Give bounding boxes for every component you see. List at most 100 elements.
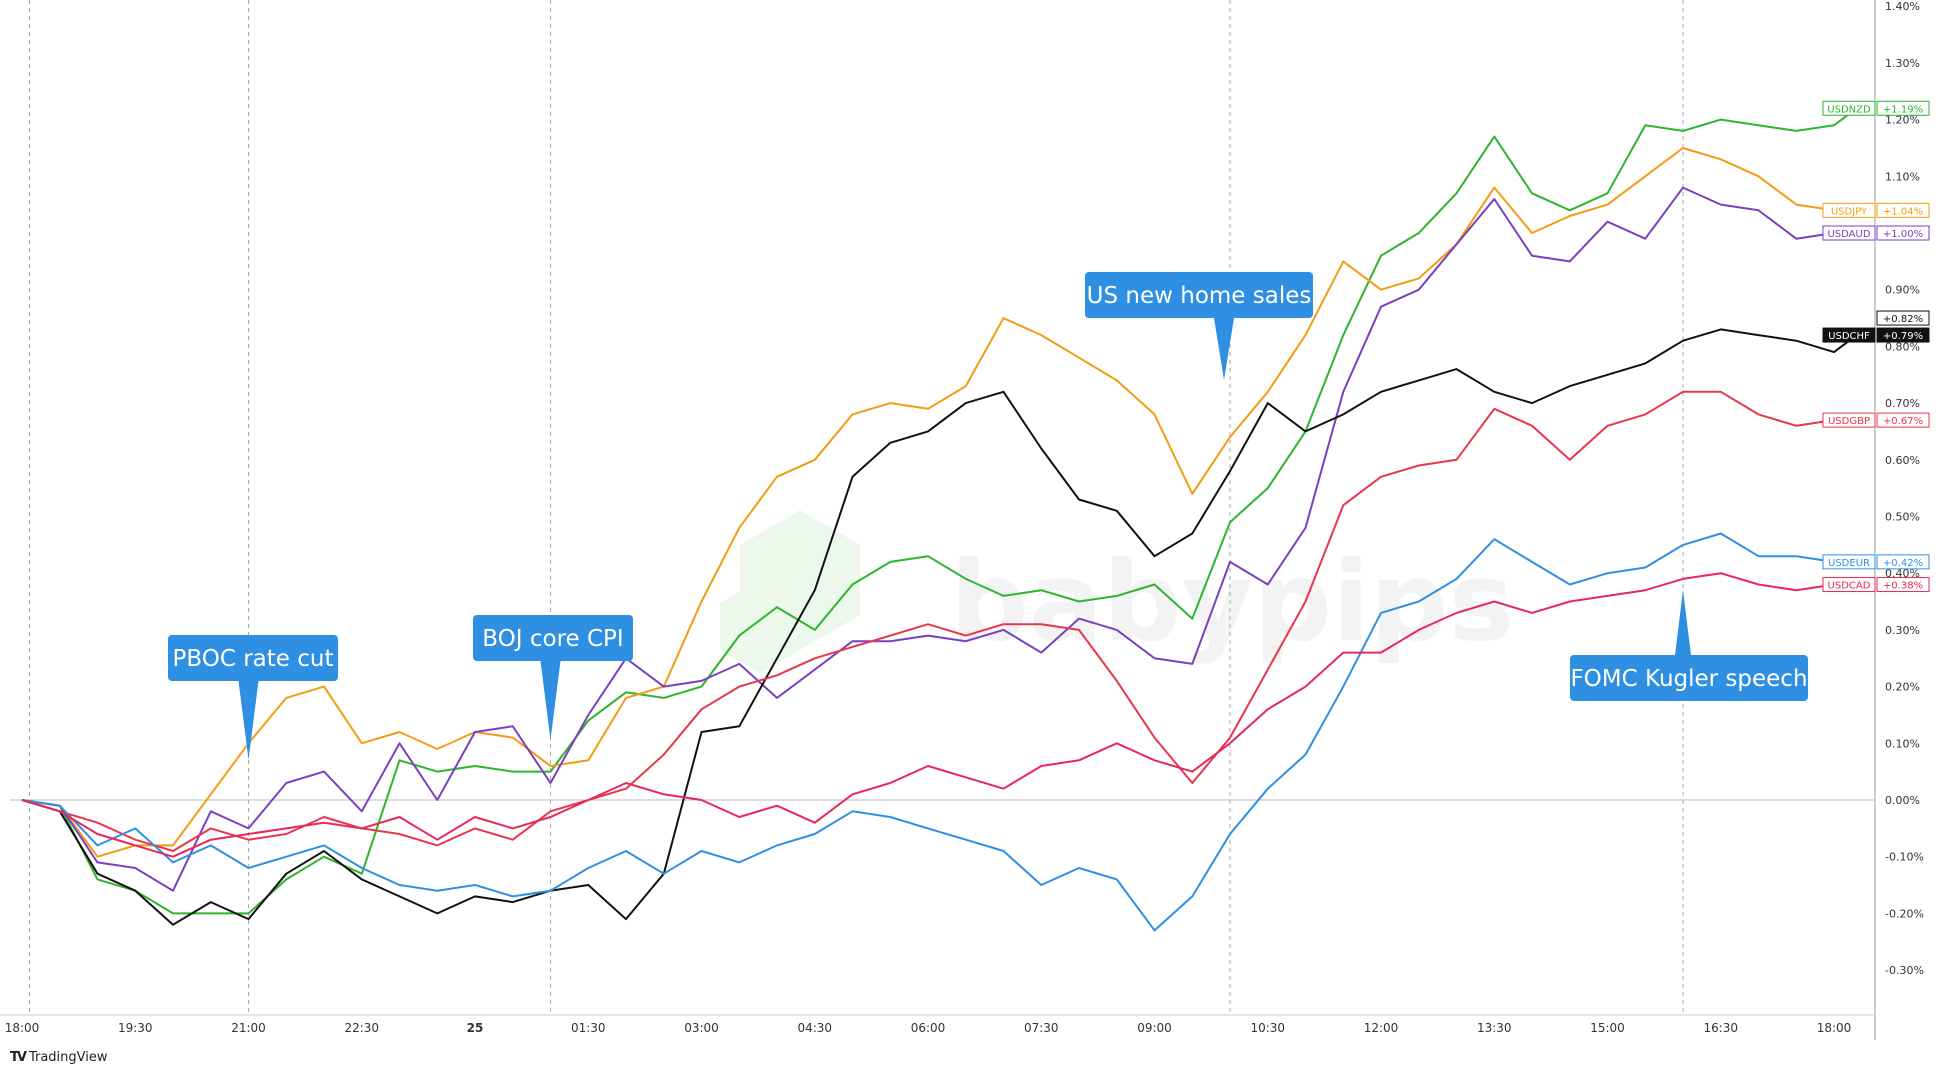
x-tick-label: 10:30 — [1250, 1021, 1285, 1035]
callout-label: FOMC Kugler speech — [1570, 666, 1807, 692]
series-tag-value-box — [1876, 100, 1930, 116]
series-tag-value: +1.19% — [1883, 104, 1923, 115]
series-line-usdeur — [21, 532, 1835, 932]
callout-box — [473, 615, 633, 661]
y-tick-label: 0.60% — [1885, 454, 1920, 467]
series-tag-usdaud: USDAUD +1.00% — [1822, 225, 1930, 241]
series-tag-value: +0.67% — [1883, 416, 1923, 427]
series-tag-value-box — [1876, 577, 1930, 593]
callout-label: BOJ core CPI — [482, 626, 623, 652]
series-tag-usdeur: USDEUR +0.42% — [1822, 554, 1930, 570]
series-tag-value: +0.79% — [1883, 331, 1923, 342]
callout-label: US new home sales — [1087, 283, 1312, 309]
series-tag-price-box — [1876, 310, 1930, 326]
y-tick-label: 0.40% — [1885, 567, 1920, 580]
x-tick-label: 12:00 — [1364, 1021, 1399, 1035]
series-tag-value-box — [1876, 412, 1930, 428]
series-tag-value: +1.00% — [1883, 229, 1923, 240]
series-tag-usdchf: USDCHF +0.79% +0.82% — [1822, 310, 1930, 343]
x-tick-label: 18:00 — [1817, 1021, 1852, 1035]
x-tick-label: 16:30 — [1703, 1021, 1738, 1035]
x-tick-label: 03:00 — [684, 1021, 719, 1035]
x-tick-label: 19:30 — [118, 1021, 153, 1035]
series-line-usdnzd — [21, 107, 1858, 915]
y-tick-label: -0.30% — [1885, 964, 1924, 977]
series-tag-usdcad: USDCAD +0.38% — [1822, 577, 1930, 593]
series-tag-name: USDNZD — [1827, 104, 1871, 115]
series-line-usdcad — [21, 572, 1835, 858]
series-tag-value-box — [1876, 327, 1930, 343]
series-tag-usdnzd: USDNZD +1.19% — [1822, 100, 1930, 116]
series-line-usdjpy — [21, 147, 1835, 858]
series-tag-name-box — [1822, 100, 1876, 116]
callout-pboc-rate-cut: PBOC rate cut — [168, 635, 338, 760]
series-line-usdchf — [21, 328, 1858, 926]
y-tick-label: 0.50% — [1885, 511, 1920, 524]
series-tag-name-box — [1822, 202, 1876, 218]
y-tick-label: 0.70% — [1885, 397, 1920, 410]
y-tick-label: -0.20% — [1885, 907, 1924, 920]
series-tag-usdjpy: USDJPY +1.04% — [1822, 202, 1930, 218]
series-tag-name: USDAUD — [1827, 229, 1870, 240]
series-tag-value: +0.42% — [1883, 558, 1923, 569]
callout-boj-core-cpi: BOJ core CPI — [473, 615, 633, 740]
x-tick-label: 06:00 — [911, 1021, 946, 1035]
x-tick-label: 13:30 — [1477, 1021, 1512, 1035]
y-tick-label: 0.10% — [1885, 737, 1920, 750]
x-tick-label: 04:30 — [797, 1021, 832, 1035]
callout-us-new-home-sales: US new home sales — [1085, 272, 1313, 380]
series-tag-name: USDGBP — [1828, 416, 1870, 427]
x-tick-label: 07:30 — [1024, 1021, 1059, 1035]
x-tick-label: 22:30 — [344, 1021, 379, 1035]
series-tag-name: USDCHF — [1828, 331, 1870, 342]
callout-label: PBOC rate cut — [173, 646, 334, 672]
series-tag-name: USDCAD — [1828, 581, 1871, 592]
series-tag-name-box — [1822, 577, 1876, 593]
series-tag-usdgbp: USDGBP +0.67% — [1822, 412, 1930, 428]
series-tag-name-box — [1822, 554, 1876, 570]
x-tick-label: 18:00 — [5, 1021, 40, 1035]
series-tag-name: USDJPY — [1831, 206, 1868, 217]
series-line-usdaud — [21, 186, 1835, 892]
x-tick-label: 01:30 — [571, 1021, 606, 1035]
y-tick-label: -0.10% — [1885, 851, 1924, 864]
callout-pointer — [1214, 318, 1234, 380]
svg-text:babypips: babypips — [950, 538, 1514, 666]
callout-box — [1085, 272, 1313, 318]
y-tick-label: 0.90% — [1885, 284, 1920, 297]
callout-pointer — [1675, 590, 1691, 655]
callout-box — [168, 635, 338, 681]
y-tick-label: 1.10% — [1885, 170, 1920, 183]
x-tick-label: 09:00 — [1137, 1021, 1172, 1035]
footer-brand: TV TradingView — [10, 1050, 107, 1065]
series-line-usdgbp — [21, 390, 1835, 852]
series-tag-name-box — [1822, 327, 1876, 343]
series-tag-price: +0.82% — [1883, 314, 1923, 325]
series-tag-value-box — [1876, 202, 1930, 218]
series-tag-name-box — [1822, 412, 1876, 428]
callout-pointer — [540, 661, 561, 740]
series-tag-name: USDEUR — [1828, 558, 1870, 569]
series-tag-value-box — [1876, 225, 1930, 241]
callout-fomc-kugler-speech: FOMC Kugler speech — [1570, 590, 1808, 701]
series-tag-value: +0.38% — [1883, 581, 1923, 592]
babypips-watermark: babypips — [720, 510, 1514, 673]
tradingview-logo-icon: TV — [10, 1050, 27, 1065]
y-tick-label: 0.20% — [1885, 681, 1920, 694]
y-tick-label: 1.40% — [1885, 0, 1920, 13]
footer-brand-text: TradingView — [28, 1050, 108, 1065]
y-tick-label: 0.30% — [1885, 624, 1920, 637]
y-tick-label: 1.30% — [1885, 57, 1920, 70]
x-tick-label: 25 — [467, 1021, 484, 1035]
x-tick-label: 15:00 — [1590, 1021, 1625, 1035]
callout-pointer — [238, 681, 259, 760]
y-tick-label: 0.00% — [1885, 794, 1920, 807]
x-tick-label: 21:00 — [231, 1021, 266, 1035]
series-tag-name-box — [1822, 225, 1876, 241]
series-tag-value-box — [1876, 554, 1930, 570]
y-tick-label: 1.20% — [1885, 114, 1920, 127]
y-tick-label: 0.80% — [1885, 340, 1920, 353]
series-tag-value: +1.04% — [1883, 206, 1923, 217]
